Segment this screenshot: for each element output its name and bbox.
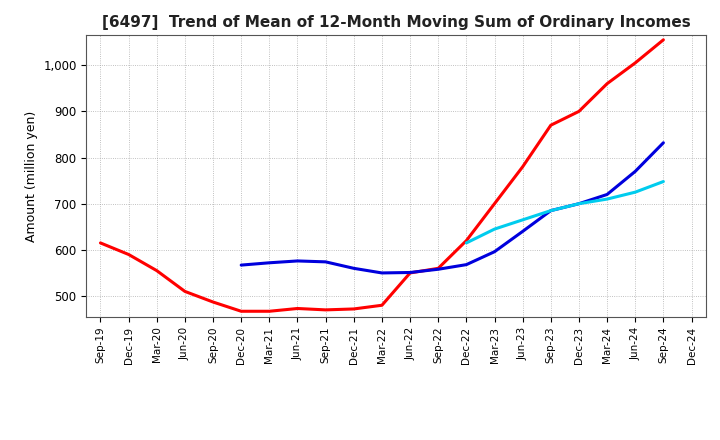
5 Years (518, 229, 527, 234)
3 Years (490, 201, 499, 206)
3 Years (659, 37, 667, 42)
5 Years (237, 262, 246, 268)
5 Years (603, 192, 611, 197)
7 Years (546, 208, 555, 213)
7 Years (490, 227, 499, 232)
Line: 3 Years: 3 Years (101, 40, 663, 311)
3 Years (575, 109, 583, 114)
5 Years (434, 267, 443, 272)
3 Years (237, 308, 246, 314)
3 Years (153, 268, 161, 273)
7 Years (462, 240, 471, 246)
Line: 5 Years: 5 Years (241, 143, 663, 273)
5 Years (462, 262, 471, 267)
3 Years (434, 266, 443, 271)
5 Years (575, 201, 583, 206)
3 Years (349, 306, 358, 312)
7 Years (659, 179, 667, 184)
5 Years (659, 140, 667, 145)
7 Years (575, 201, 583, 206)
3 Years (181, 289, 189, 294)
5 Years (265, 260, 274, 265)
3 Years (377, 303, 386, 308)
3 Years (603, 81, 611, 86)
3 Years (96, 240, 105, 246)
5 Years (631, 169, 639, 174)
5 Years (406, 270, 415, 275)
5 Years (377, 270, 386, 275)
3 Years (209, 299, 217, 304)
3 Years (293, 306, 302, 311)
3 Years (462, 238, 471, 243)
5 Years (490, 249, 499, 254)
5 Years (349, 266, 358, 271)
3 Years (321, 307, 330, 312)
7 Years (631, 190, 639, 195)
7 Years (518, 217, 527, 223)
3 Years (631, 60, 639, 66)
Y-axis label: Amount (million yen): Amount (million yen) (24, 110, 37, 242)
5 Years (321, 259, 330, 264)
3 Years (125, 252, 133, 257)
5 Years (293, 258, 302, 264)
3 Years (265, 308, 274, 314)
Line: 7 Years: 7 Years (467, 182, 663, 243)
3 Years (518, 164, 527, 169)
3 Years (546, 123, 555, 128)
Title: [6497]  Trend of Mean of 12-Month Moving Sum of Ordinary Incomes: [6497] Trend of Mean of 12-Month Moving … (102, 15, 690, 30)
5 Years (546, 208, 555, 213)
3 Years (406, 270, 415, 275)
7 Years (603, 196, 611, 202)
